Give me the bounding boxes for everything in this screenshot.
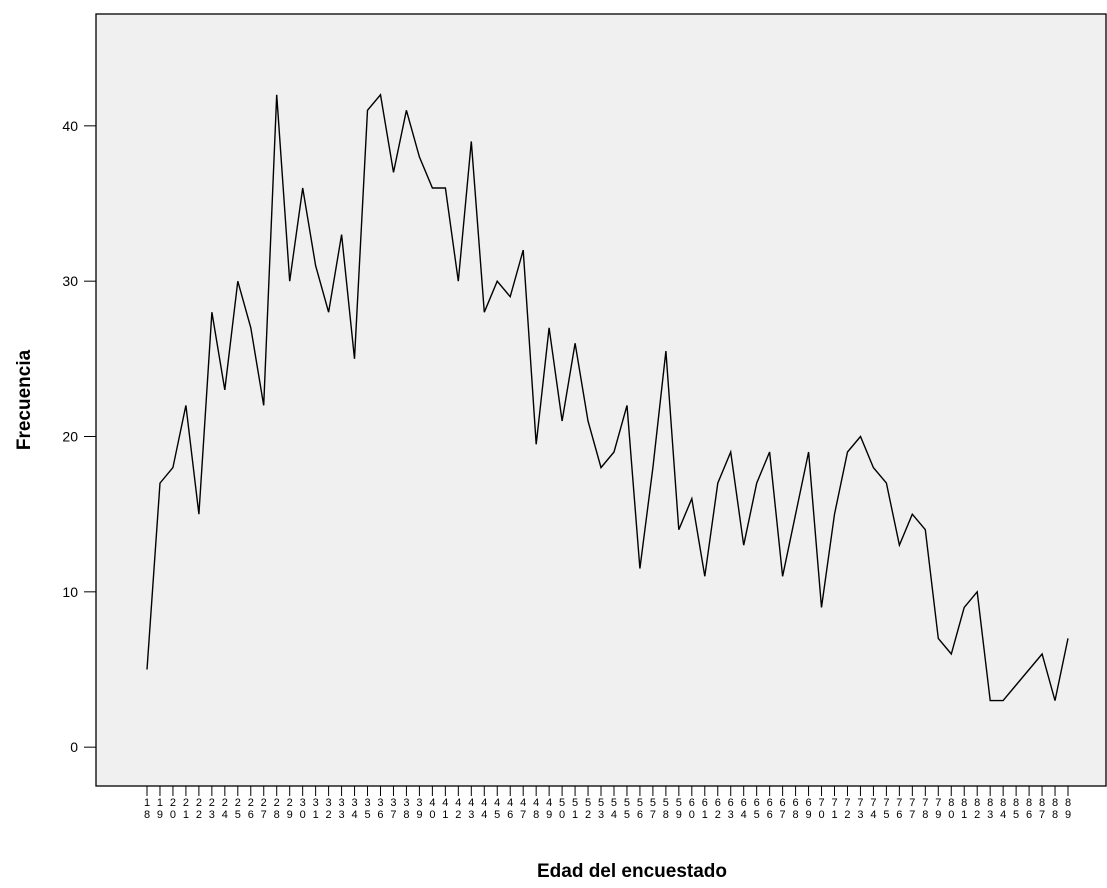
plot-area <box>95 13 1107 787</box>
y-tick-label: 40 <box>62 118 78 134</box>
y-tick-label: 10 <box>62 584 78 600</box>
x-axis: 1 8 1 9 2 0 2 1 2 2 2 3 2 4 2 5 2 6 2 7 2 8 2 9 3 0 3 1 3 2 3 33 4 3 5 3 6 3 7… <box>144 786 1071 821</box>
y-axis: 0 10 20 30 40 <box>62 118 96 755</box>
series-line <box>146 93 1069 702</box>
series-group <box>146 93 1069 702</box>
y-axis-title: Frecuencia <box>14 349 35 450</box>
y-tick-label: 20 <box>62 429 78 445</box>
y-tick-label: 0 <box>70 739 78 755</box>
x-axis-title: Edad del encuestado <box>537 861 727 882</box>
y-tick-label: 30 <box>62 273 78 289</box>
